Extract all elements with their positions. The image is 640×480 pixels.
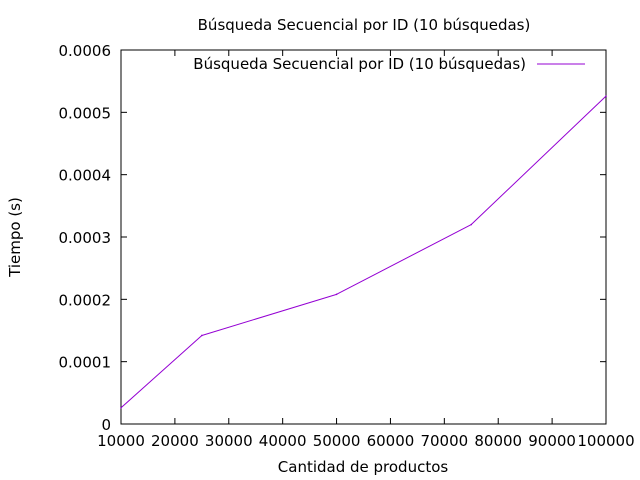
- legend: Búsqueda Secuencial por ID (10 búsquedas…: [193, 55, 585, 73]
- y-axis-tick-labels: 0 0.0001 0.0002 0.0003 0.0004 0.0005 0.0006: [59, 42, 112, 434]
- x-tick-label: 40000: [259, 432, 307, 450]
- x-axis-tick-labels: 10000 20000 30000 40000 50000 60000 70000 80000…: [97, 432, 634, 450]
- legend-label-series-1: Búsqueda Secuencial por ID (10 búsquedas…: [193, 55, 526, 73]
- y-tick-label: 0.0005: [59, 104, 112, 122]
- y-tick-label: 0.0003: [59, 229, 112, 247]
- plot-border: [120, 49, 607, 425]
- x-tick-label: 30000: [205, 432, 253, 450]
- y-tick-label: 0.0004: [59, 167, 112, 185]
- data-point: [470, 223, 473, 226]
- x-axis-label: Cantidad de productos: [278, 458, 449, 476]
- y-tick-label: 0.0002: [59, 291, 112, 309]
- x-tick-label: 50000: [313, 432, 361, 450]
- data-point: [605, 95, 607, 97]
- x-tick-label: 60000: [367, 432, 415, 450]
- x-tick-label: 80000: [474, 432, 522, 450]
- x-tick-label: 70000: [420, 432, 468, 450]
- y-tick-label: 0: [101, 416, 111, 434]
- chart-title: Búsqueda Secuencial por ID (10 búsquedas…: [198, 16, 531, 34]
- series-line-1: [120, 95, 607, 409]
- x-axis-ticks: [120, 50, 607, 424]
- x-tick-label: 100000: [577, 432, 634, 450]
- x-tick-label: 10000: [97, 432, 145, 450]
- y-axis-label: Tiempo (s): [6, 197, 24, 278]
- x-tick-label: 20000: [151, 432, 199, 450]
- y-axis-ticks: [121, 49, 606, 425]
- data-point: [120, 406, 122, 409]
- data-point: [201, 334, 203, 337]
- series-layer: [120, 95, 607, 409]
- y-tick-label: 0.0001: [59, 354, 112, 372]
- x-tick-label: 90000: [528, 432, 576, 450]
- data-point: [335, 293, 338, 296]
- y-tick-label: 0.0006: [59, 42, 112, 60]
